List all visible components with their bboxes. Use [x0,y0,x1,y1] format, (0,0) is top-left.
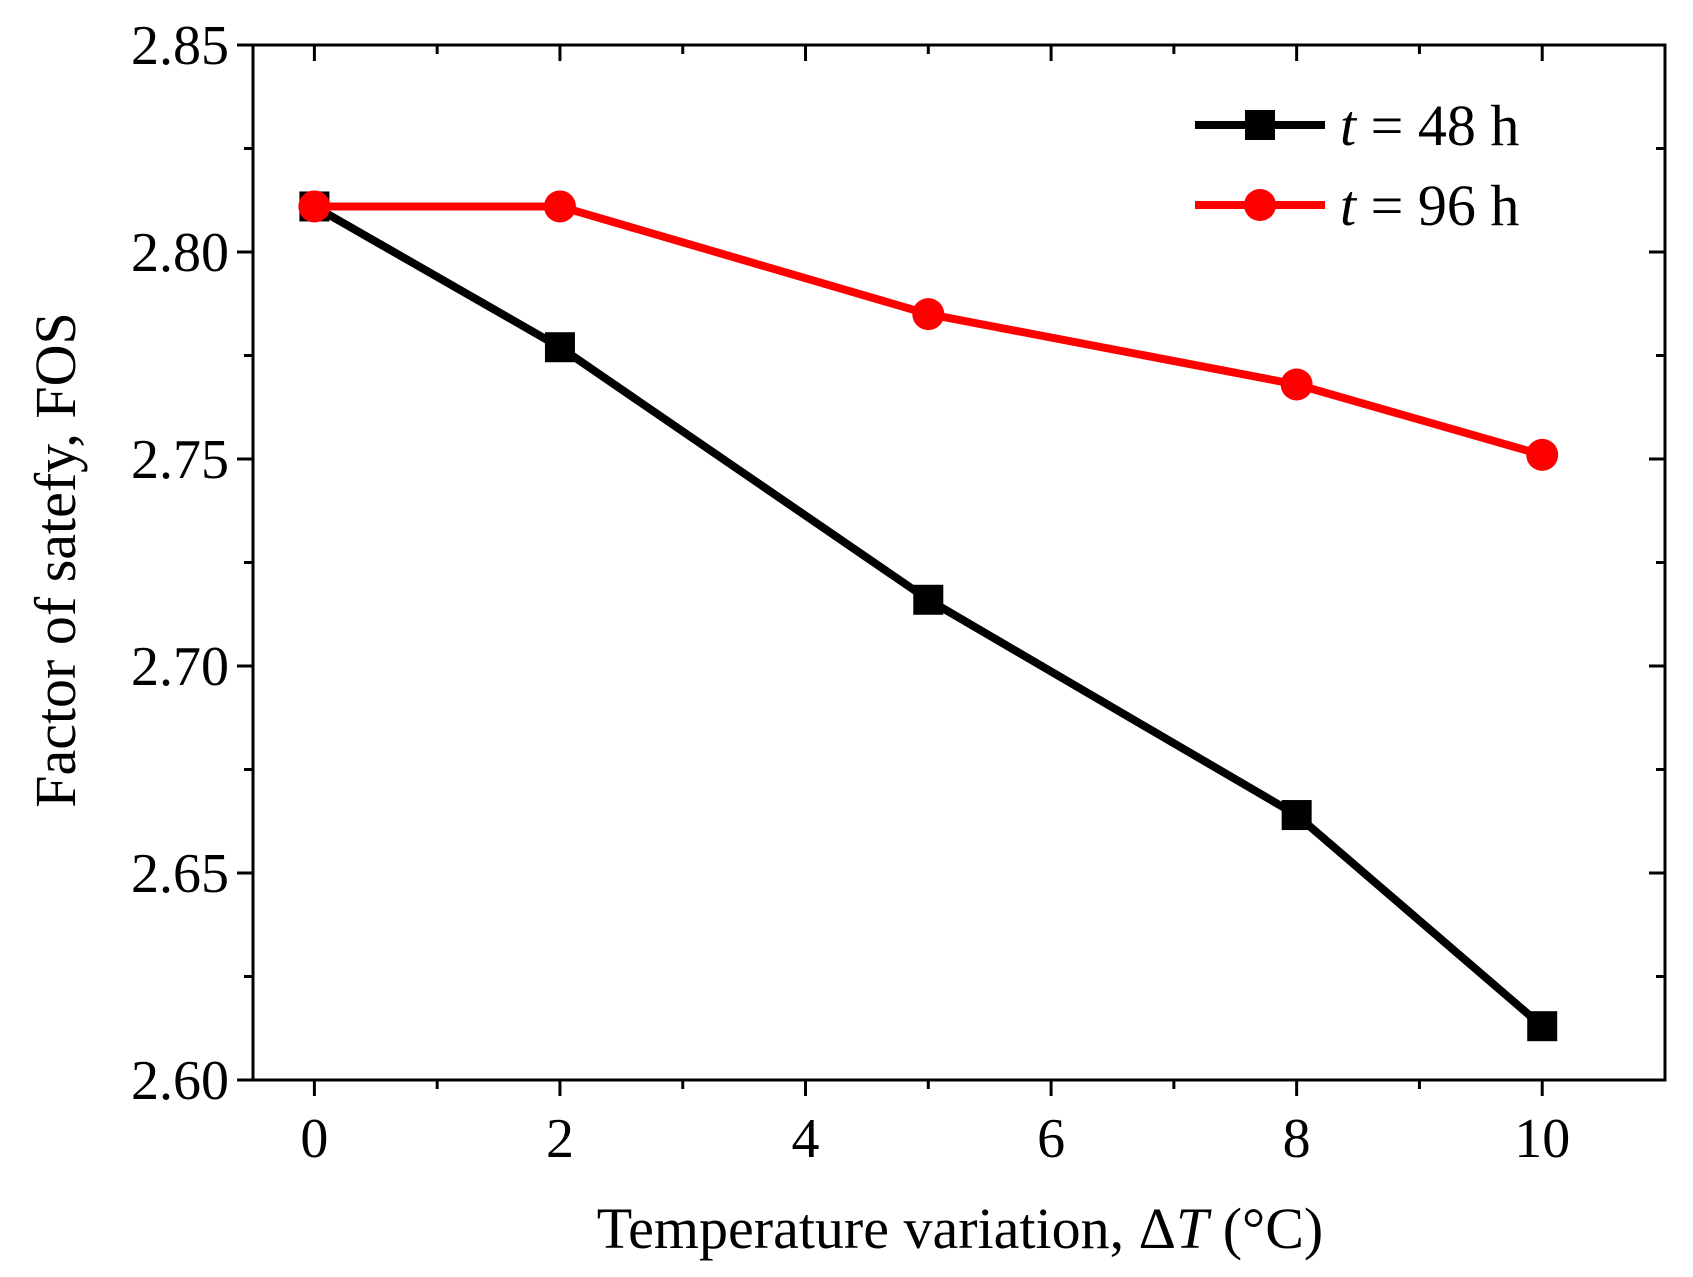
y-tick-label: 2.75 [131,429,229,491]
legend: t = 48 h t = 96 h [1195,93,1519,238]
data-point-circle [912,298,945,331]
y-tick-label: 2.65 [131,843,229,905]
series-layer [298,190,1559,1042]
data-point-circle [298,190,331,223]
data-point-square [1281,800,1312,831]
x-tick-label: 8 [1283,1108,1311,1170]
plot-area-frame [251,43,1667,1082]
x-axis-title: Temperature variation, ΔT (°C) [597,1196,1323,1261]
tick-labels: 0 2 4 6 8 10 2.60 2.65 2.70 2.75 2.80 2.85 [131,15,1570,1170]
y-tick-label: 2.70 [131,636,229,698]
y-tick-label: 2.85 [131,15,229,77]
legend-label-48h: t = 48 h [1340,93,1519,158]
data-point-circle [1526,438,1559,471]
x-tick-label: 10 [1514,1108,1570,1170]
legend-item-t-48h: t = 48 h [1195,93,1519,158]
data-point-square [913,584,944,615]
data-point-square [1527,1011,1558,1042]
data-point-circle [543,190,576,223]
data-point-circle [1280,368,1313,401]
y-tick-label: 2.60 [131,1050,229,1112]
legend-item-t-96h: t = 96 h [1195,173,1519,238]
x-tick-label: 0 [300,1108,328,1170]
y-tick-label: 2.80 [131,222,229,284]
legend-marker-circle [1244,189,1276,221]
legend-marker-square [1245,110,1275,140]
series-t-96-h [298,190,1559,471]
y-axis-title: Factor of satefy, FOS [23,312,88,808]
legend-label-96h: t = 96 h [1340,173,1519,238]
x-tick-label: 2 [546,1108,574,1170]
data-point-square [544,332,575,363]
x-tick-label: 4 [792,1108,820,1170]
x-tick-label: 6 [1037,1108,1065,1170]
